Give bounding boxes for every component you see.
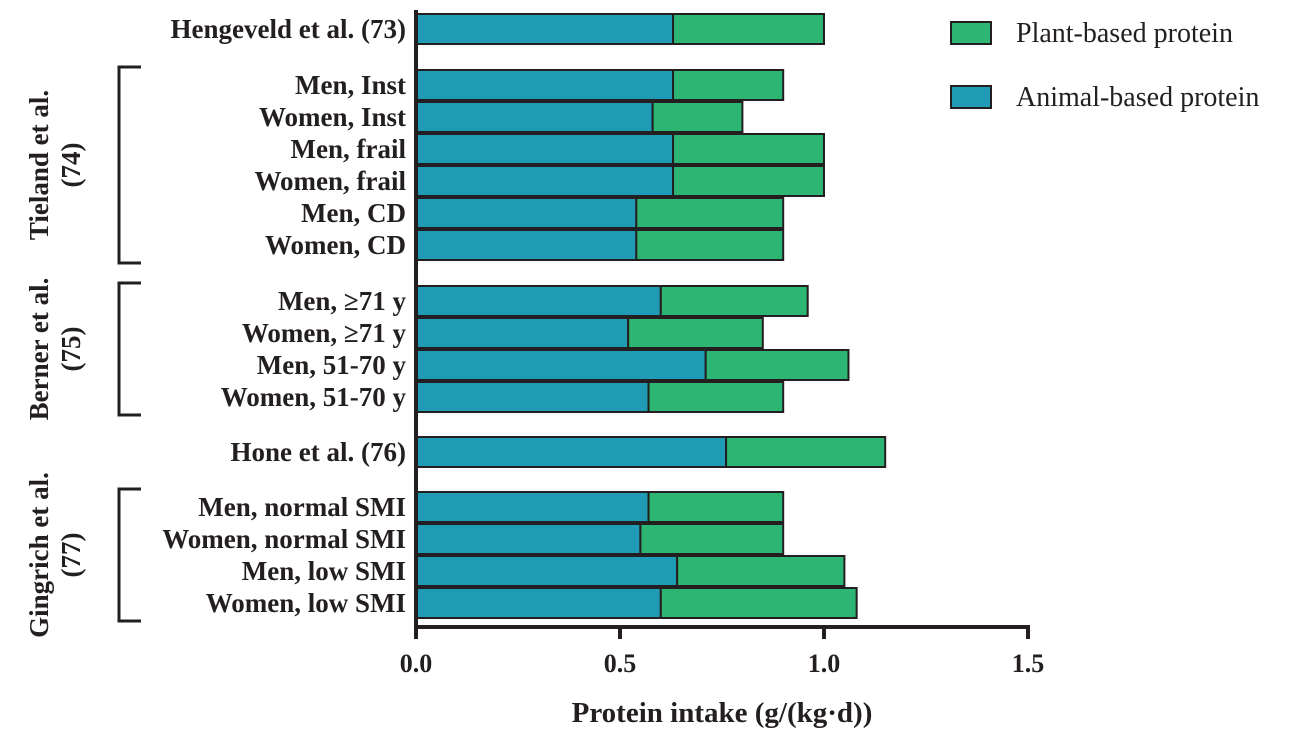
bar-animal: [415, 197, 638, 229]
bar-plant: [672, 165, 825, 197]
bar-animal: [415, 523, 642, 555]
bar-plant: [725, 436, 887, 468]
category-label: Men, Inst: [295, 70, 406, 100]
group-label: Berner et al. (75): [24, 278, 86, 421]
bar-plant: [635, 229, 785, 261]
group-label-line: (77): [56, 533, 86, 578]
bar-animal: [415, 587, 662, 619]
category-label: Women, ≥71 y: [242, 318, 407, 348]
category-label: Hengeveld et al. (73): [171, 14, 406, 44]
bars-layer: [415, 13, 887, 619]
legend-swatch-animal: [950, 85, 992, 109]
bar-plant: [672, 13, 825, 45]
bar-plant: [627, 317, 764, 349]
category-label: Men, 51-70 y: [257, 350, 407, 380]
category-label: Hone et al. (76): [231, 437, 406, 467]
category-label: Women, Inst: [259, 102, 406, 132]
bar-animal: [415, 229, 638, 261]
group-brackets: Tieland et al. (74) Berner et al. (75) Gingr…: [24, 65, 141, 638]
bar-plant: [647, 491, 785, 523]
group-label-line: (75): [56, 327, 86, 372]
category-label: Men, CD: [301, 198, 406, 228]
bar-plant: [651, 101, 744, 133]
group-bracket: [117, 487, 141, 623]
bar-animal: [415, 165, 675, 197]
group-label-line: Gingrich et al.: [24, 472, 54, 638]
legend-swatch-plant: [950, 21, 992, 45]
bar-plant: [672, 133, 825, 165]
x-tick-label: 1.0: [808, 649, 841, 678]
category-label: Men, low SMI: [242, 556, 406, 586]
legend: Plant-based protein Animal-based protein: [950, 18, 1259, 113]
legend-label-plant: Plant-based protein: [1016, 18, 1233, 49]
group-label-line: Berner et al.: [24, 278, 54, 421]
bar-plant: [635, 197, 785, 229]
bar-plant: [676, 555, 846, 587]
bar-animal: [415, 133, 675, 165]
group-label-line: Tieland et al.: [24, 90, 54, 240]
category-label: Women, frail: [255, 166, 407, 196]
bar-animal: [415, 285, 662, 317]
bar-plant: [647, 381, 785, 413]
bar-plant: [704, 349, 850, 381]
bar-plant: [672, 69, 785, 101]
bar-animal: [415, 436, 728, 468]
bar-plant: [659, 285, 809, 317]
bar-plant: [659, 587, 858, 619]
group-bracket: [117, 65, 141, 265]
category-label: Women, normal SMI: [162, 524, 406, 554]
category-label: Women, 51-70 y: [221, 382, 407, 412]
bar-animal: [415, 381, 650, 413]
axes-layer: 0.0 0.5 1.0 1.5: [400, 10, 1045, 678]
bar-animal: [415, 317, 630, 349]
x-tick-label: 1.5: [1012, 649, 1045, 678]
category-label: Women, low SMI: [206, 588, 406, 618]
group-bracket: [117, 281, 141, 417]
category-label: Women, CD: [265, 230, 406, 260]
x-tick-label: 0.5: [604, 649, 637, 678]
bar-animal: [415, 101, 654, 133]
x-tick-label: 0.0: [400, 649, 433, 678]
group-label-line: (74): [56, 143, 86, 188]
bar-animal: [415, 491, 650, 523]
x-axis-title: Protein intake (g/(kg·d)): [572, 697, 873, 729]
category-label: Men, normal SMI: [198, 492, 406, 522]
group-label: Tieland et al. (74): [24, 90, 86, 240]
legend-label-animal: Animal-based protein: [1016, 82, 1259, 113]
bar-animal: [415, 13, 675, 45]
bar-animal: [415, 349, 707, 381]
category-label: Men, ≥71 y: [278, 286, 407, 316]
bar-animal: [415, 69, 675, 101]
category-label: Men, frail: [291, 134, 407, 164]
bar-animal: [415, 555, 679, 587]
bar-plant: [639, 523, 785, 555]
group-label: Gingrich et al. (77): [24, 472, 86, 638]
